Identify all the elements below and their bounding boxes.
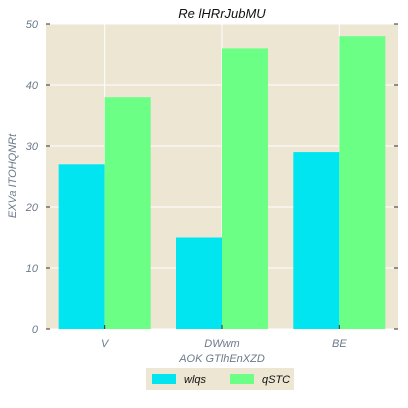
bar-wlqs-DWwm (176, 237, 222, 329)
y-tick-label: 10 (26, 263, 39, 275)
y-tick-label: 30 (26, 141, 39, 153)
legend-label-qstc: qSTC (262, 374, 290, 386)
y-axis-label: EXVa ITOHQNRt (7, 133, 19, 218)
x-axis-label: AOK GTlhEnXZD (178, 353, 265, 365)
x-tick-label: BE (332, 338, 347, 350)
y-tick-label: 40 (26, 80, 39, 92)
bar-qSTC-V (104, 97, 151, 329)
legend: wlqs qSTC (146, 368, 294, 390)
legend-swatch-wlqs (152, 374, 176, 384)
y-tick-label: 50 (26, 19, 39, 31)
x-tick-label: V (101, 338, 110, 350)
bar-qSTC-BE (339, 36, 386, 329)
y-axis-ticks: 0 10 20 30 40 50 (25, 19, 398, 336)
legend-swatch-qstc (230, 374, 254, 384)
bar-wlqs-BE (293, 152, 340, 329)
bar-wlqs-V (58, 164, 105, 329)
legend-label-wlqs: wlqs (184, 374, 207, 386)
legend-box (146, 368, 294, 390)
y-tick-label: 0 (32, 324, 39, 336)
x-tick-label: DWwm (204, 338, 239, 350)
x-axis-ticks: V DWwm BE (101, 325, 347, 350)
y-tick-label: 20 (25, 202, 39, 214)
chart-title: Re lHRrJubMU (178, 6, 266, 21)
bars (58, 36, 386, 330)
bar-qSTC-DWwm (222, 48, 268, 330)
